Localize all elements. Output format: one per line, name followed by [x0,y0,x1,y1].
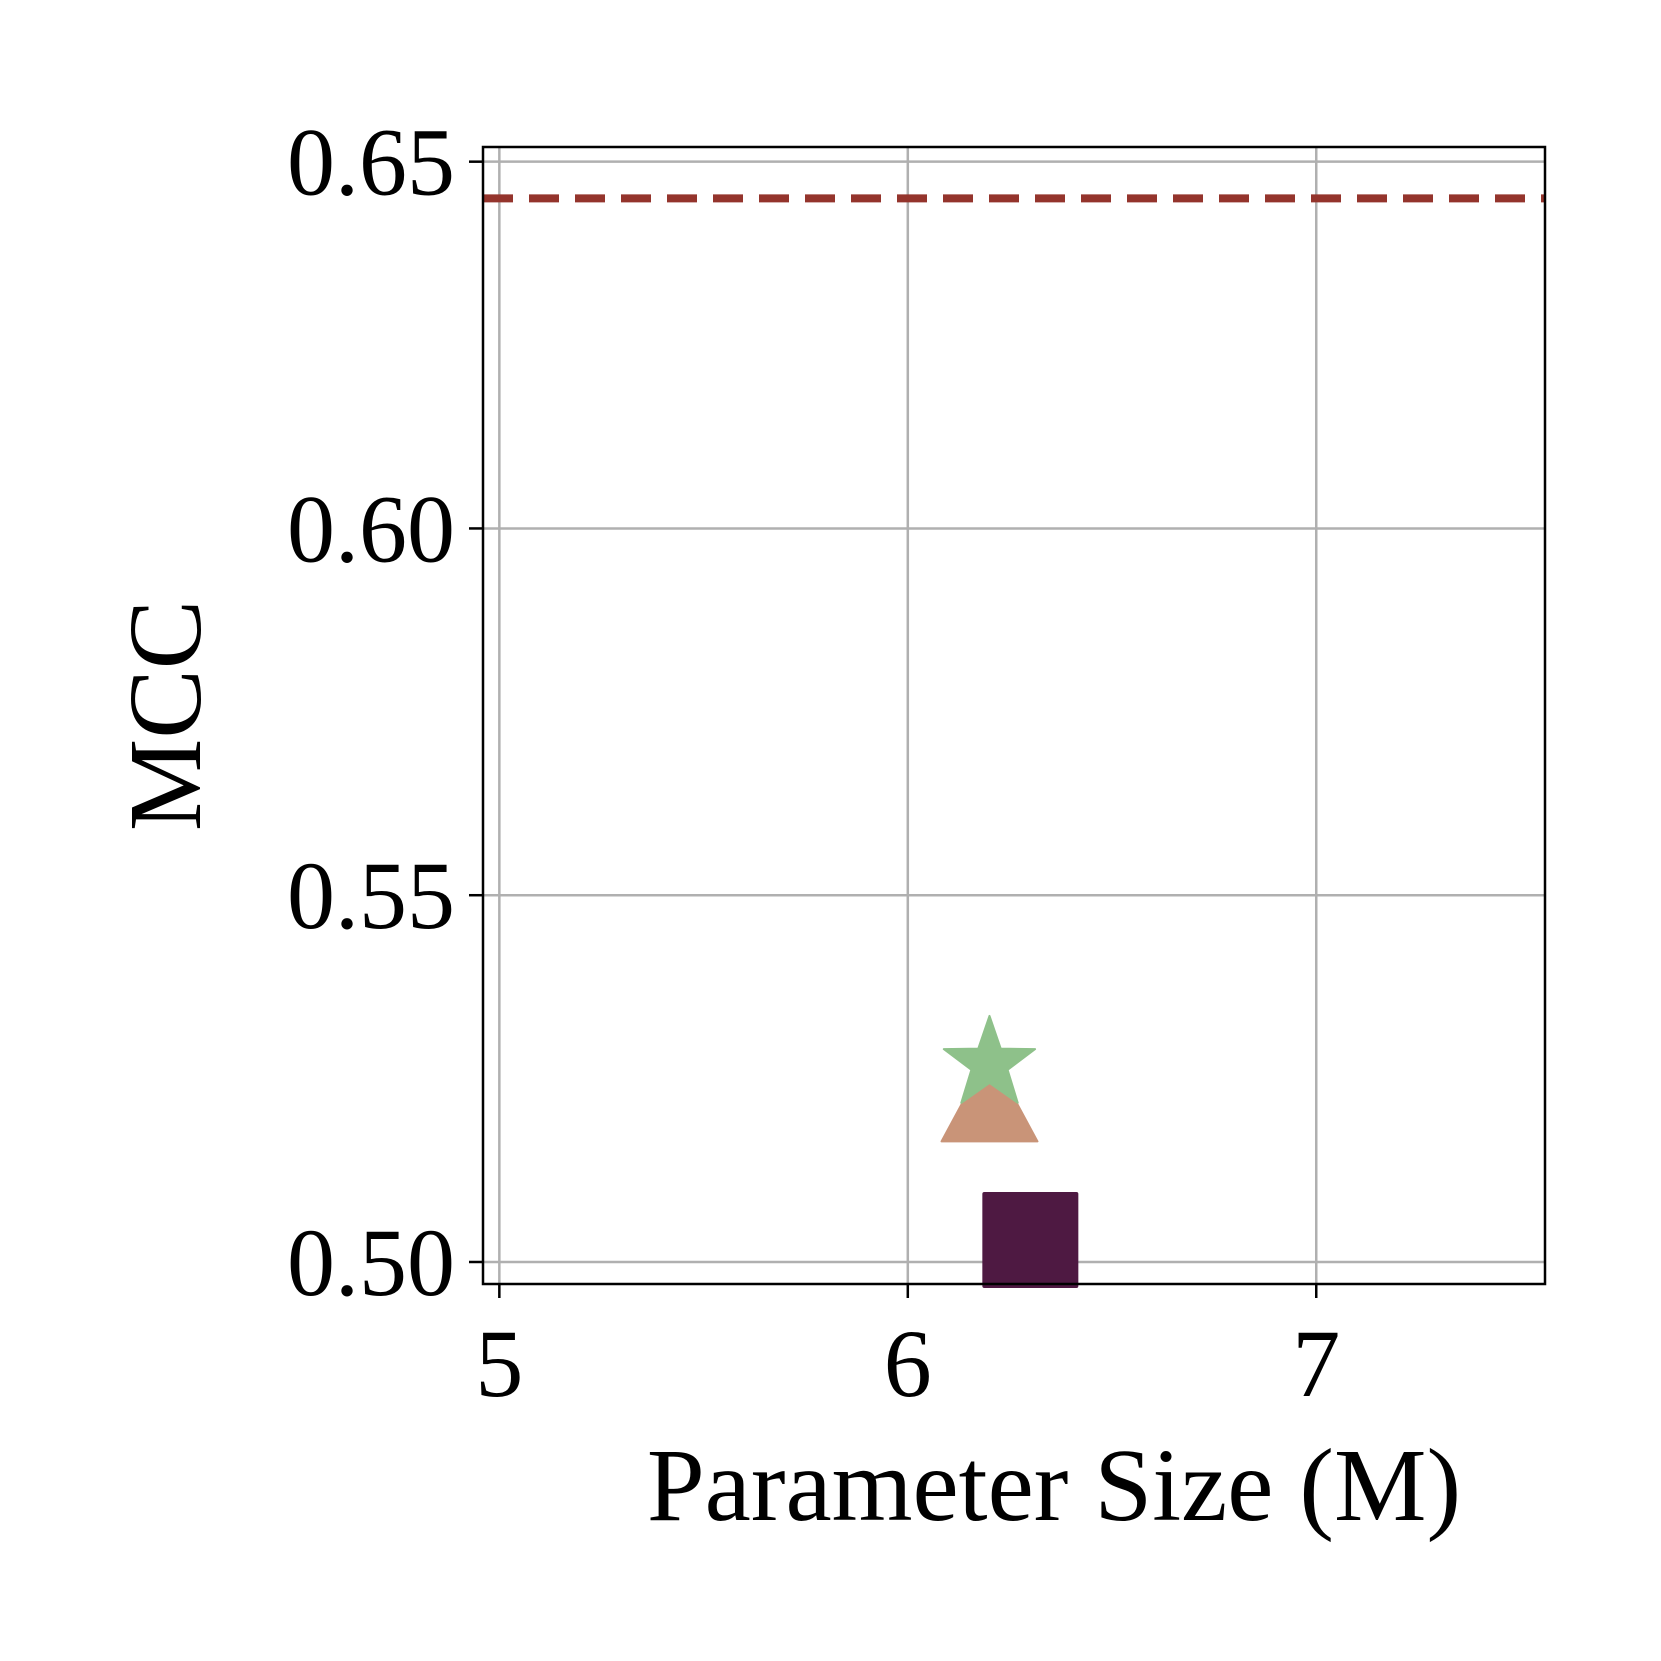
y-axis-label: MCC [108,600,223,831]
y-axis-ticks: 0.50 0.55 0.60 0.65 [287,109,483,1316]
x-tick-label: 6 [884,1310,932,1417]
y-tick-label: 0.65 [287,109,455,216]
y-tick-label: 0.60 [287,475,455,582]
y-tick-label: 0.55 [287,842,455,949]
x-tick-label: 7 [1292,1310,1340,1417]
data-points [940,1014,1079,1288]
y-tick-label: 0.50 [287,1209,455,1316]
square-marker [982,1191,1079,1288]
star-marker [942,1014,1037,1104]
plot-frame [481,145,1547,1286]
x-axis-label: Parameter Size (M) [647,1428,1461,1543]
x-tick-label: 5 [475,1310,523,1417]
x-axis-ticks: 5 6 7 [475,1284,1340,1417]
grid-lines [483,147,1545,1284]
